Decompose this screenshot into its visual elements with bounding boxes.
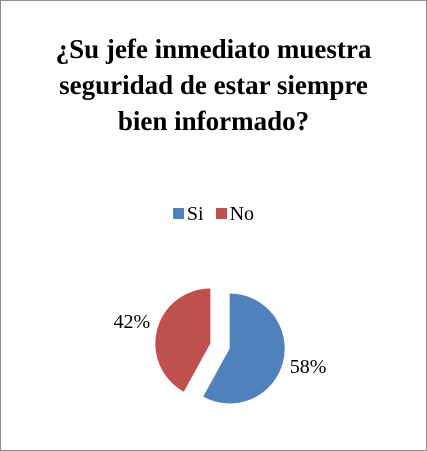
data-label: 58% xyxy=(290,356,327,378)
legend-label: No xyxy=(229,203,255,225)
data-label: 42% xyxy=(114,311,151,333)
legend-label: Si xyxy=(186,203,204,225)
chart-title: ¿Su jefe inmediato muestra seguridad de … xyxy=(55,34,372,136)
legend-swatch xyxy=(172,208,184,219)
pie-slice xyxy=(155,288,211,392)
legend-item: No xyxy=(215,203,255,226)
pie-slice xyxy=(203,293,285,404)
legend-swatch xyxy=(215,208,227,219)
legend: Si No xyxy=(1,203,426,226)
legend-item: Si xyxy=(172,203,204,226)
